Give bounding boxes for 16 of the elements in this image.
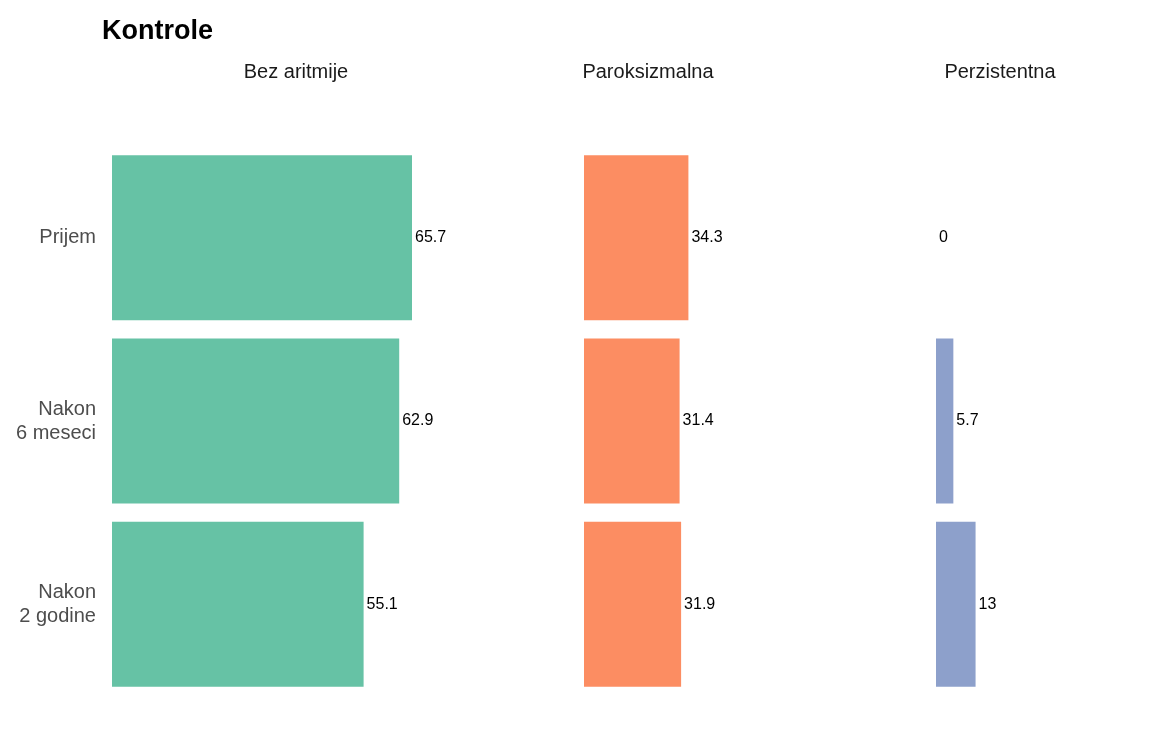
y-tick-label: Nakon 6 meseci: [15, 396, 96, 443]
data-label: 62.9: [402, 411, 434, 429]
data-label: 5.7: [956, 411, 979, 429]
y-tick-label: Nakon 2 godine: [19, 579, 96, 626]
y-tick-label: Prijem: [39, 225, 96, 248]
data-label: 55.1: [366, 594, 398, 612]
chart-subtitle: Perzistentna: [943, 59, 1057, 84]
chart-subtitle: Paroksizmalna: [581, 59, 715, 84]
data-label: 31.9: [684, 594, 716, 612]
chart-subtitle: Bez aritmije: [242, 59, 350, 84]
data-label: 65.7: [415, 228, 447, 246]
data-label: 34.3: [691, 228, 723, 246]
data-label: 13: [978, 594, 997, 612]
data-label: 31.4: [682, 411, 714, 429]
data-label: 0: [939, 228, 948, 246]
chart-title: Kontrole: [101, 14, 214, 46]
